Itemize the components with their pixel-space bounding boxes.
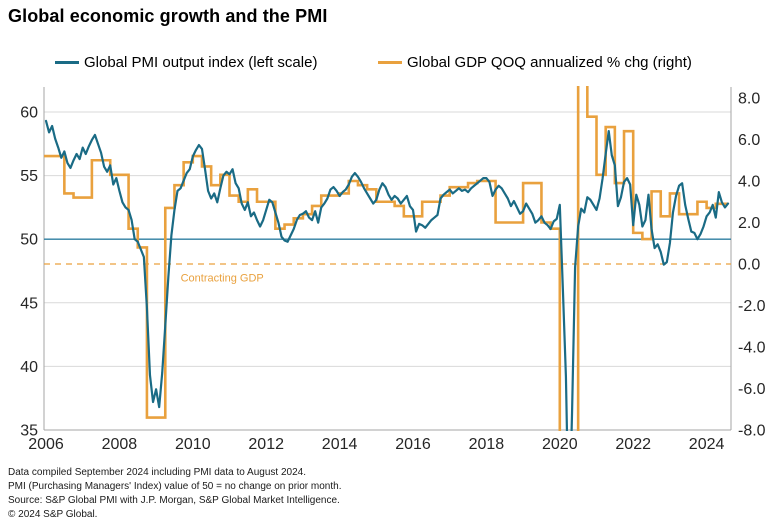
y-right-tick-label: -4.0 xyxy=(738,340,766,357)
y-left-tick-label: 50 xyxy=(20,232,38,249)
x-tick-label: 2006 xyxy=(28,436,64,453)
x-tick-label: 2016 xyxy=(395,436,431,453)
x-tick-label: 2008 xyxy=(102,436,138,453)
chart-title: Global economic growth and the PMI xyxy=(8,6,328,26)
x-tick-label: 2020 xyxy=(542,436,578,453)
x-tick-label: 2022 xyxy=(615,436,651,453)
y-right-tick-label: 6.0 xyxy=(738,132,760,149)
footnote-source: Source: S&P Global PMI with J.P. Morgan,… xyxy=(8,495,340,506)
footnotes: Data compiled September 2024 including P… xyxy=(8,466,342,522)
y-right-tick-label: -6.0 xyxy=(738,381,766,398)
y-right-tick-label: 4.0 xyxy=(738,174,760,191)
x-tick-label: 2010 xyxy=(175,436,211,453)
footnote-pmi-definition: PMI (Purchasing Managers' Index) value o… xyxy=(8,481,342,492)
y-left-tick-label: 35 xyxy=(20,423,38,440)
contracting-gdp-label: Contracting GDP xyxy=(181,273,264,285)
y-left-tick-label: 40 xyxy=(20,359,38,376)
legend-item-gdp: Global GDP QOQ annualized % chg (right) xyxy=(378,53,692,71)
y-right-tick-label: 2.0 xyxy=(738,215,760,232)
legend-item-pmi: Global PMI output index (left scale) xyxy=(55,53,318,71)
y-right-tick-label: 8.0 xyxy=(738,91,760,108)
y-right-tick-label: -8.0 xyxy=(738,423,766,440)
y-right-tick-label: 0.0 xyxy=(738,257,760,274)
y-left-tick-label: 45 xyxy=(20,295,38,312)
y-right-tick-label: -2.0 xyxy=(738,298,766,315)
footnote-data-compiled: Data compiled September 2024 including P… xyxy=(8,467,306,478)
pmi-line-swatch-icon xyxy=(55,60,79,64)
legend-label-pmi: Global PMI output index (left scale) xyxy=(84,53,318,71)
gdp-line-swatch-icon xyxy=(378,60,402,64)
y-left-tick-label: 60 xyxy=(20,105,38,122)
y-left-tick-label: 55 xyxy=(20,168,38,185)
x-tick-label: 2024 xyxy=(689,436,725,453)
footnote-copyright: © 2024 S&P Global. xyxy=(8,509,98,520)
pmi-line xyxy=(44,119,730,431)
x-tick-label: 2014 xyxy=(322,436,358,453)
legend-label-gdp: Global GDP QOQ annualized % chg (right) xyxy=(407,53,692,71)
x-tick-label: 2018 xyxy=(469,436,505,453)
x-tick-label: 2012 xyxy=(248,436,284,453)
